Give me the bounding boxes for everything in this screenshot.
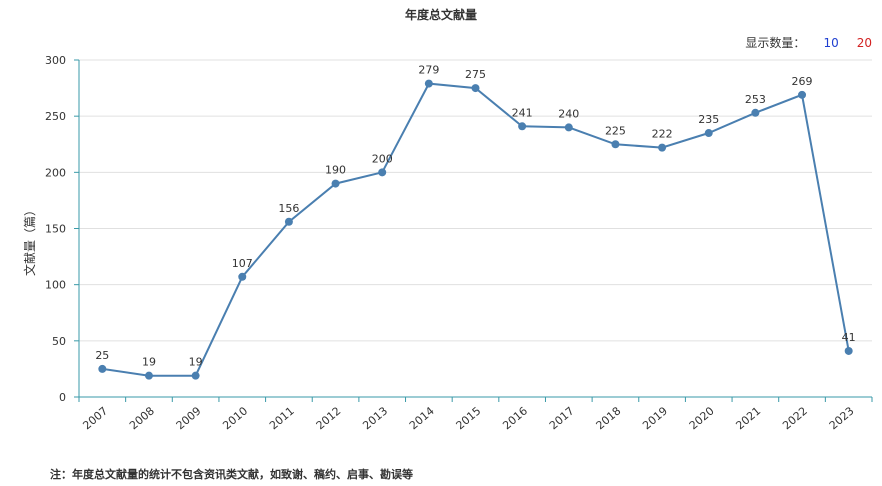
data-point [191, 371, 200, 380]
data-labels: 25 19 19 107 156 190 200 279 275 241 240 225 222 235 2… [95, 64, 855, 369]
data-label: 241 [512, 106, 533, 119]
display-count-20-option[interactable]: 20 [856, 35, 872, 50]
data-point [144, 371, 153, 380]
x-tick-label: 2019 [640, 404, 670, 432]
x-tick-label: 2012 [314, 404, 344, 432]
data-label: 225 [605, 124, 626, 137]
x-tick-label: 2009 [174, 404, 204, 432]
data-label: 269 [792, 75, 813, 88]
x-tick-label: 2014 [407, 404, 437, 432]
grid-lines [79, 59, 872, 342]
y-tick-label: 0 [59, 391, 66, 404]
display-count-label: 显示数量： [745, 36, 806, 50]
data-point [378, 168, 387, 177]
data-point [518, 122, 527, 131]
data-point [751, 108, 760, 117]
x-tick-label: 2016 [500, 404, 530, 432]
y-tick-label: 50 [52, 335, 66, 348]
y-tick-label: 100 [45, 279, 66, 292]
chart-title: 年度总文献量 [404, 8, 477, 22]
data-label: 25 [95, 349, 109, 362]
y-tick-label: 200 [45, 166, 66, 179]
data-label: 253 [745, 93, 766, 106]
x-tick-label: 2023 [827, 404, 857, 432]
data-point [424, 79, 433, 88]
x-tick-label: 2015 [454, 404, 484, 432]
y-tick-labels: 0 50 100 150 200 250 300 [45, 54, 66, 404]
x-tick-label: 2007 [80, 404, 110, 432]
data-points [98, 79, 853, 380]
x-tick-label: 2010 [220, 404, 250, 432]
data-label: 41 [842, 331, 856, 344]
data-label: 107 [232, 257, 253, 270]
data-label: 19 [189, 356, 203, 369]
data-point [98, 364, 107, 373]
data-point [798, 90, 807, 99]
data-label: 279 [418, 64, 439, 77]
data-label: 240 [558, 107, 579, 120]
data-label: 200 [372, 152, 393, 165]
data-label: 156 [278, 202, 299, 215]
x-tick-label: 2020 [687, 404, 717, 432]
x-tick-label: 2017 [547, 404, 577, 432]
x-tick-labels: 2007 2008 2009 2010 2011 2012 2013 2014 2015 2016… [80, 404, 856, 432]
x-tick-label: 2013 [360, 404, 390, 432]
footnote: 注：年度总文献量的统计不包含资讯类文献，如致谢、稿约、启事、勘误等 [50, 468, 413, 481]
data-label: 190 [325, 164, 346, 177]
display-count-control: 显示数量： 10 20 [745, 34, 872, 51]
x-tick-label: 2021 [734, 404, 764, 432]
y-tick-label: 150 [45, 223, 66, 236]
y-tick-label: 300 [45, 54, 66, 67]
y-tick-label: 250 [45, 110, 66, 123]
data-point [238, 272, 247, 281]
x-tick-label: 2022 [780, 404, 810, 432]
data-point [611, 140, 620, 149]
data-label: 222 [652, 128, 673, 141]
axes [74, 59, 873, 402]
data-point [564, 123, 573, 132]
y-axis-label: 文献量（篇） [22, 204, 37, 276]
x-tick-label: 2011 [267, 404, 297, 432]
data-point [844, 346, 853, 355]
data-point [331, 179, 340, 188]
data-point [471, 84, 480, 93]
data-point [704, 129, 713, 138]
data-label: 19 [142, 356, 156, 369]
data-point [284, 217, 293, 226]
series-line [102, 82, 850, 377]
x-tick-label: 2018 [594, 404, 624, 432]
data-point [658, 143, 667, 152]
display-count-10-option[interactable]: 10 [823, 35, 839, 50]
data-label: 235 [698, 113, 719, 126]
data-label: 275 [465, 68, 486, 81]
x-tick-label: 2008 [127, 404, 157, 432]
